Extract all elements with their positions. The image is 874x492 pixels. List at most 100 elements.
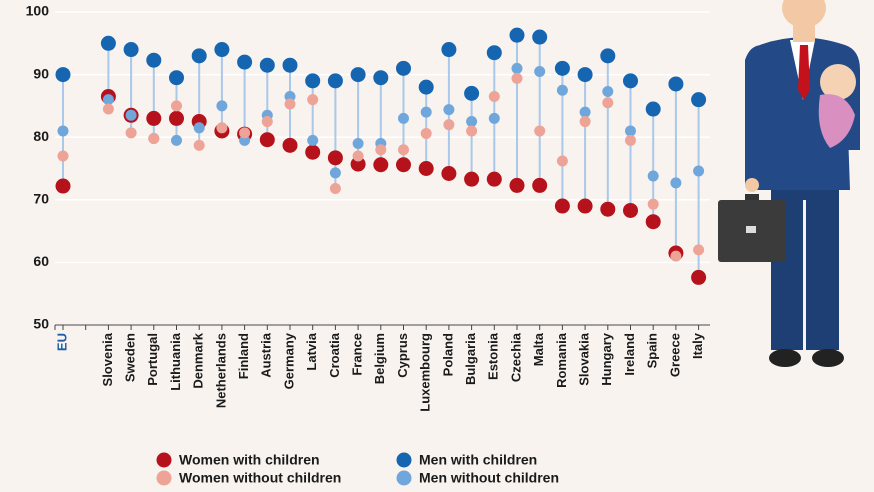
dot	[327, 150, 343, 166]
x-tick-label: Italy	[690, 332, 705, 359]
x-tick-label: Cyprus	[395, 333, 410, 378]
x-tick-label: France	[350, 333, 365, 376]
dot	[327, 73, 343, 89]
dot	[534, 125, 546, 137]
x-tick-label: Bulgaria	[463, 332, 478, 385]
dot	[600, 201, 616, 217]
dot	[375, 144, 387, 156]
dot	[511, 72, 523, 84]
dot	[602, 97, 614, 109]
dot	[55, 178, 71, 194]
dot	[282, 137, 298, 153]
x-tick-label: Malta	[531, 332, 546, 366]
dot	[488, 91, 500, 103]
dot	[123, 42, 139, 58]
legend-swatch	[156, 452, 172, 468]
dot	[282, 57, 298, 73]
dot	[171, 100, 182, 112]
dot	[57, 150, 69, 162]
x-tick-label: Latvia	[304, 332, 319, 370]
dot	[193, 122, 205, 134]
dot	[577, 67, 593, 83]
y-tick-label: 70	[33, 191, 49, 207]
legend-label: Men with children	[419, 452, 537, 468]
dot	[647, 198, 659, 210]
dot	[146, 52, 162, 68]
x-tick-label: Sweden	[123, 333, 138, 382]
dot	[691, 92, 707, 108]
dot	[261, 116, 273, 128]
dot	[352, 137, 364, 149]
x-tick-label: Luxembourg	[418, 333, 433, 412]
dot	[418, 161, 434, 176]
plot: 50 60 70 80 90 100 EU Slovenia Sweden Portugal Lit…	[26, 3, 710, 412]
x-tick-label: Ireland	[622, 333, 637, 376]
y-tick-label: 60	[33, 253, 49, 269]
dot	[464, 171, 480, 187]
dot	[625, 134, 636, 146]
dot	[169, 110, 184, 126]
x-tick-label: Spain	[645, 333, 660, 368]
dot	[146, 110, 162, 126]
x-tick-label: Denmark	[191, 332, 206, 388]
dot	[57, 125, 69, 137]
dot	[55, 67, 71, 83]
dot	[464, 85, 480, 101]
x-tick-label: Finland	[236, 333, 251, 379]
dot	[216, 100, 228, 112]
dot	[329, 183, 341, 195]
dot	[305, 73, 321, 89]
dot	[420, 106, 432, 118]
legend-swatch	[156, 470, 172, 486]
dot	[691, 269, 707, 285]
y-tick-label: 50	[33, 316, 49, 332]
dot	[441, 166, 457, 182]
dot	[488, 112, 500, 124]
dot	[486, 171, 502, 187]
x-tick-label: Germany	[281, 332, 296, 389]
dot	[693, 165, 705, 177]
x-tick-label: Czechia	[508, 332, 523, 382]
dot	[191, 48, 207, 64]
dot	[398, 112, 409, 124]
x-tick-label: Hungary	[599, 332, 614, 386]
dot	[625, 125, 636, 137]
dot	[577, 198, 593, 214]
dot	[259, 132, 275, 148]
dot	[579, 116, 591, 128]
dot	[579, 106, 591, 118]
legend: Women with children Women without childre…	[156, 452, 559, 486]
x-tick-label: Poland	[440, 333, 455, 376]
dot	[645, 101, 661, 117]
legend-label: Women without children	[179, 470, 341, 486]
dot	[554, 60, 570, 76]
dot	[668, 76, 684, 92]
dot	[466, 116, 478, 128]
dot	[193, 139, 205, 151]
dot	[259, 57, 275, 73]
dot	[350, 67, 366, 83]
dot	[556, 155, 568, 167]
dot	[418, 79, 434, 95]
y-tick-label: 80	[33, 128, 49, 144]
dot	[532, 177, 548, 193]
illustration	[718, 0, 860, 367]
dot	[352, 150, 364, 162]
x-tick-label: Romania	[554, 332, 569, 388]
dot	[509, 27, 525, 43]
dot	[239, 127, 251, 139]
dot	[396, 60, 411, 76]
dot	[148, 132, 160, 144]
dot	[329, 167, 341, 179]
dot	[237, 54, 253, 70]
dot	[647, 170, 659, 182]
dot	[214, 42, 230, 58]
legend-label: Women with children	[179, 452, 320, 468]
dot	[420, 127, 432, 139]
x-tick-label: Slovakia	[577, 332, 592, 386]
legend-swatch	[396, 470, 412, 486]
dot	[511, 62, 523, 74]
x-tick-label: Greece	[667, 333, 682, 377]
dot	[125, 127, 137, 139]
dot	[373, 157, 389, 173]
